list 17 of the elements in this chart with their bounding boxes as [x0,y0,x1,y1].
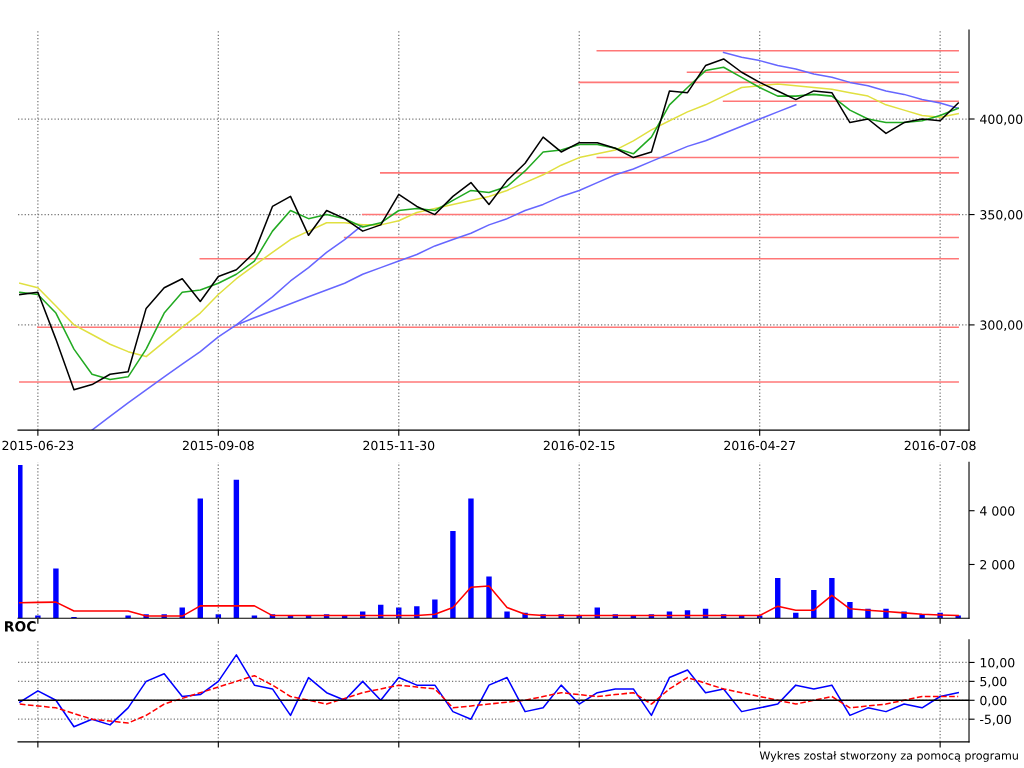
y-tick-label: 0,00 [980,695,1007,707]
y-tick-label: -5,00 [980,714,1011,726]
chart-title: ROC [5,621,36,632]
y-tick-label: 350,00 [980,210,1023,221]
text: Wykres został stworzony za pomocą programu [759,751,1018,762]
y-tick-label: 10,00 [980,657,1015,669]
x-tick-label: 2015-06-23 [2,440,74,451]
x-tick-label: 2016-02-15 [543,440,615,451]
y-tick-label: 2 000 [980,559,1015,570]
y-tick-label: 4 000 [980,506,1015,516]
y-tick-label: 300,00 [980,320,1023,332]
x-tick-label: 2015-11-30 [363,440,435,451]
y-tick-label: 400,00 [980,114,1023,126]
x-tick-label: 2015-09-08 [182,440,254,451]
y-tick-label: 5,00 [980,676,1007,688]
x-tick-label: 2016-04-27 [724,440,795,451]
x-tick-label: 2016-07-08 [904,440,976,451]
